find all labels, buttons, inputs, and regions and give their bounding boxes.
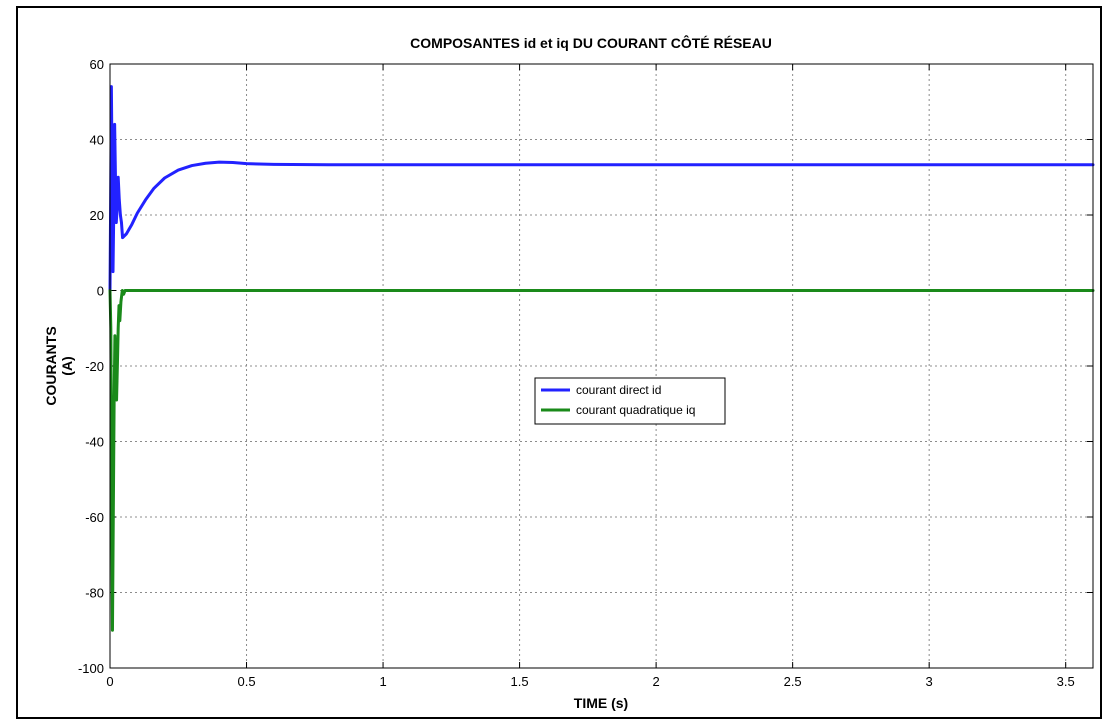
legend-label-iq: courant quadratique iq (576, 403, 695, 417)
x-tick-label: 0 (106, 674, 113, 689)
plot-border (109, 63, 1094, 669)
y-tick-label: -80 (85, 586, 104, 601)
y-axis-label: COURANTS (A) (43, 326, 75, 405)
legend-label-id: courant direct id (576, 383, 661, 397)
y-tick-label: -60 (85, 510, 104, 525)
x-axis-label: TIME (s) (574, 695, 628, 711)
y-tick-label: 0 (97, 284, 104, 299)
y-tick-label: -100 (78, 661, 104, 676)
x-tick-label: 2 (652, 674, 659, 689)
y-tick-label: -40 (85, 435, 104, 450)
series-line-0 (108, 85, 1095, 292)
y-tick-label: -20 (85, 359, 104, 374)
x-tick-label: 1.5 (511, 674, 529, 689)
series-lines (108, 85, 1095, 632)
series-line-1 (108, 289, 1095, 632)
y-tick-label: 20 (90, 208, 104, 223)
x-tick-label: 0.5 (237, 674, 255, 689)
y-axis-label-line-2: (A) (59, 356, 75, 375)
y-tick-label: 60 (90, 57, 104, 72)
x-tick-label: 2.5 (784, 674, 802, 689)
x-tick-label: 3 (926, 674, 933, 689)
y-tick-label: 40 (90, 133, 104, 148)
x-tick-label: 1 (379, 674, 386, 689)
y-axis-label-line-1: COURANTS (43, 326, 59, 405)
chart-title: COMPOSANTES id et iq DU COURANT CÔTÉ RÉS… (410, 34, 772, 51)
legend-box (534, 377, 726, 425)
x-axis-ticks: 0 0.5 1 1.5 2 2.5 3 3.5 (106, 64, 1075, 689)
legend: courant direct id courant quadratique iq (534, 377, 726, 425)
x-tick-label: 3.5 (1057, 674, 1075, 689)
